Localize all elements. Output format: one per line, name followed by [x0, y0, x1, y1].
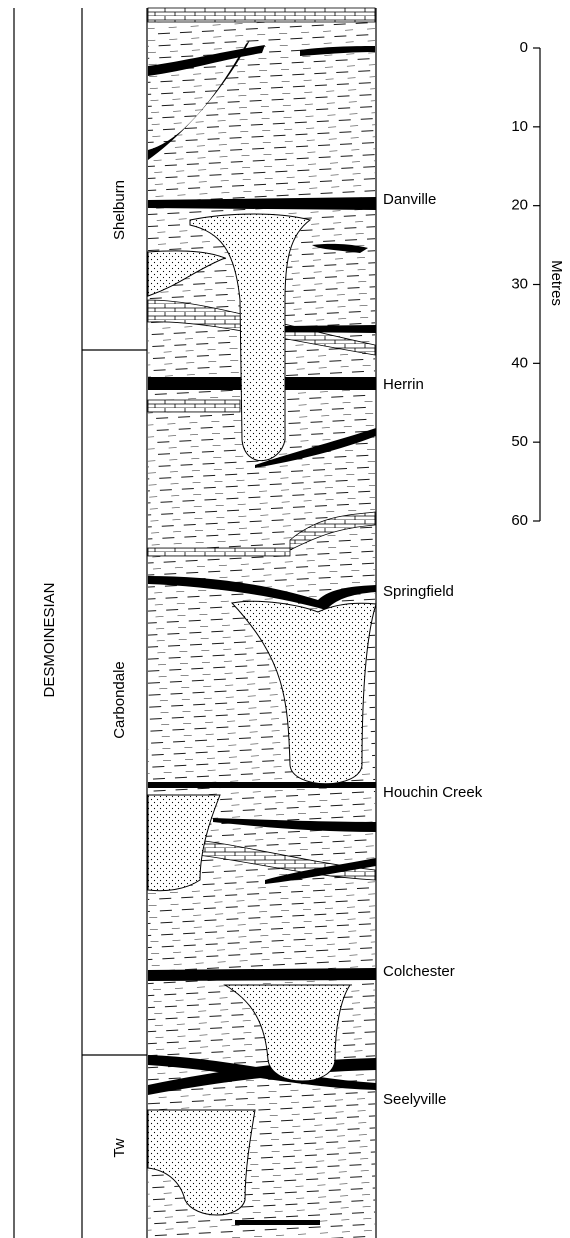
coal-label: Seelyville: [383, 1091, 446, 1108]
scale-tick-label: 50: [511, 433, 528, 450]
coal-seam: [148, 576, 376, 610]
column-frame: [13, 8, 377, 1238]
scale-label: Metres: [548, 260, 565, 306]
formation-label: Carbondale: [111, 661, 128, 739]
sandstone-channel: [147, 794, 221, 892]
coal-seam: [300, 46, 375, 56]
coal-seam: [148, 45, 265, 76]
coal-label: Colchester: [383, 963, 455, 980]
coal-seam: [312, 243, 368, 253]
scale-tick-label: 40: [511, 354, 528, 371]
scale-tick-label: 0: [520, 39, 528, 56]
formation-label: Tw: [111, 1138, 128, 1157]
coal-label: Houchin Creek: [383, 784, 483, 801]
coal-label: Danville: [383, 191, 436, 208]
coal-seam: [148, 782, 376, 788]
coal-labels: Danville Herrin Springfield Houchin Cree…: [383, 191, 483, 1108]
lithology: [147, 7, 377, 1238]
sandstone-channel: [147, 250, 227, 297]
scale-tick-label: 20: [511, 197, 528, 214]
scale-tick-label: 10: [511, 118, 528, 135]
sandstone-channel: [147, 1109, 256, 1216]
coal-seam: [255, 428, 376, 468]
scale-tick-label: 30: [511, 275, 528, 292]
depth-scale: Metres 0 10 20 30 40 50 60: [511, 39, 565, 529]
series-label: DESMOINESIAN: [41, 582, 58, 697]
coal-seam: [213, 818, 376, 832]
sandstone-channel: [223, 984, 351, 1082]
formation-label: Shelburn: [111, 180, 128, 240]
coal-seam: [148, 968, 376, 981]
sandstone-channel: [189, 213, 312, 462]
coal-label: Herrin: [383, 376, 424, 393]
coal-seam: [148, 1055, 376, 1090]
coal-seam: [235, 1220, 320, 1225]
scale-tick-label: 60: [511, 512, 528, 529]
coal-seam: [148, 40, 250, 160]
sandstone-channel: [231, 600, 377, 785]
coal-seam: [148, 197, 376, 210]
coal-seam: [285, 325, 376, 333]
coal-seam: [265, 858, 376, 884]
coal-label: Springfield: [383, 583, 454, 600]
